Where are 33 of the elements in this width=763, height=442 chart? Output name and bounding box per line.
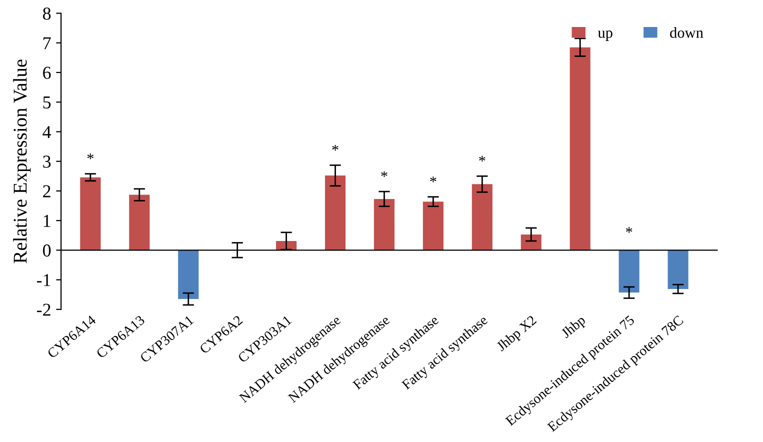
y-axis-title: Relative Expression Value xyxy=(13,60,31,264)
bar xyxy=(472,184,492,250)
bar xyxy=(178,250,199,300)
y-tick-label: 3 xyxy=(43,156,51,168)
y-tick-label: 1 xyxy=(44,214,50,227)
data-label: * xyxy=(430,176,436,182)
y-tick-label: 4 xyxy=(42,126,52,138)
bar xyxy=(668,250,688,289)
bar xyxy=(374,198,395,250)
data-label: * xyxy=(626,227,632,233)
x-tick-label: Jhbp xyxy=(560,314,588,341)
y-tick-label: 7 xyxy=(43,37,51,50)
y-tick-label: -2 xyxy=(36,304,50,316)
legend-label: up xyxy=(598,30,612,41)
bar xyxy=(520,234,542,250)
bar xyxy=(618,250,640,293)
bar xyxy=(422,202,444,250)
bar xyxy=(324,176,346,250)
y-tick-label: -1 xyxy=(36,274,50,286)
y-tick-label: 8 xyxy=(42,8,51,20)
y-tick-label: 2 xyxy=(43,185,50,198)
bar xyxy=(129,194,150,250)
data-label: * xyxy=(479,156,486,162)
y-tick-label: 6 xyxy=(43,66,51,79)
y-tick-label: 0 xyxy=(42,244,51,257)
bar xyxy=(570,47,590,250)
y-tick-label: 5 xyxy=(43,96,51,109)
bar xyxy=(80,177,101,250)
data-label: * xyxy=(381,171,388,177)
x-tick-label: Jhbp X2 xyxy=(496,314,539,354)
data-label: * xyxy=(332,144,338,151)
data-label: * xyxy=(87,154,94,160)
legend-label: down xyxy=(670,27,704,38)
